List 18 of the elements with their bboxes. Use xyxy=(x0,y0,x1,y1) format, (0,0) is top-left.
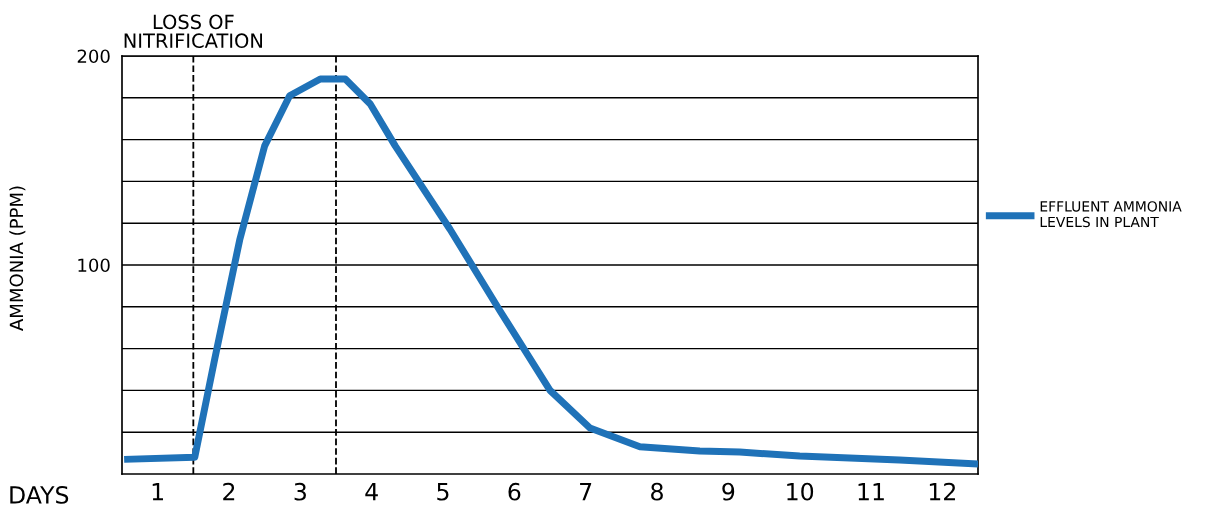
x-tick-label: 8 xyxy=(651,482,663,501)
x-tick-label: 5 xyxy=(437,483,449,501)
x-tick-label: 9 xyxy=(722,482,735,501)
x-tick-label: 1 xyxy=(152,483,163,501)
legend-label: EFFLUENT AMMONIA LEVELS IN PLANT xyxy=(1040,201,1182,228)
x-axis-title: DAYS xyxy=(10,485,69,504)
y-axis-title: AMMONIA (PPM) xyxy=(9,186,26,331)
x-tick-label: 4 xyxy=(365,483,378,501)
x-tick-label: 7 xyxy=(580,483,592,501)
y-tick-label: 100 xyxy=(78,258,110,273)
x-tick-label: 11 xyxy=(858,483,884,501)
x-tick-label: 2 xyxy=(223,482,235,501)
ref-line-label: LOSS OF NITRIFICATION xyxy=(124,14,262,49)
x-tick-label: 12 xyxy=(929,482,955,501)
y-tick-label: 200 xyxy=(77,49,110,64)
x-tick-label: 10 xyxy=(787,482,814,501)
x-tick-label: 3 xyxy=(294,482,306,501)
x-tick-label: 6 xyxy=(508,482,521,501)
